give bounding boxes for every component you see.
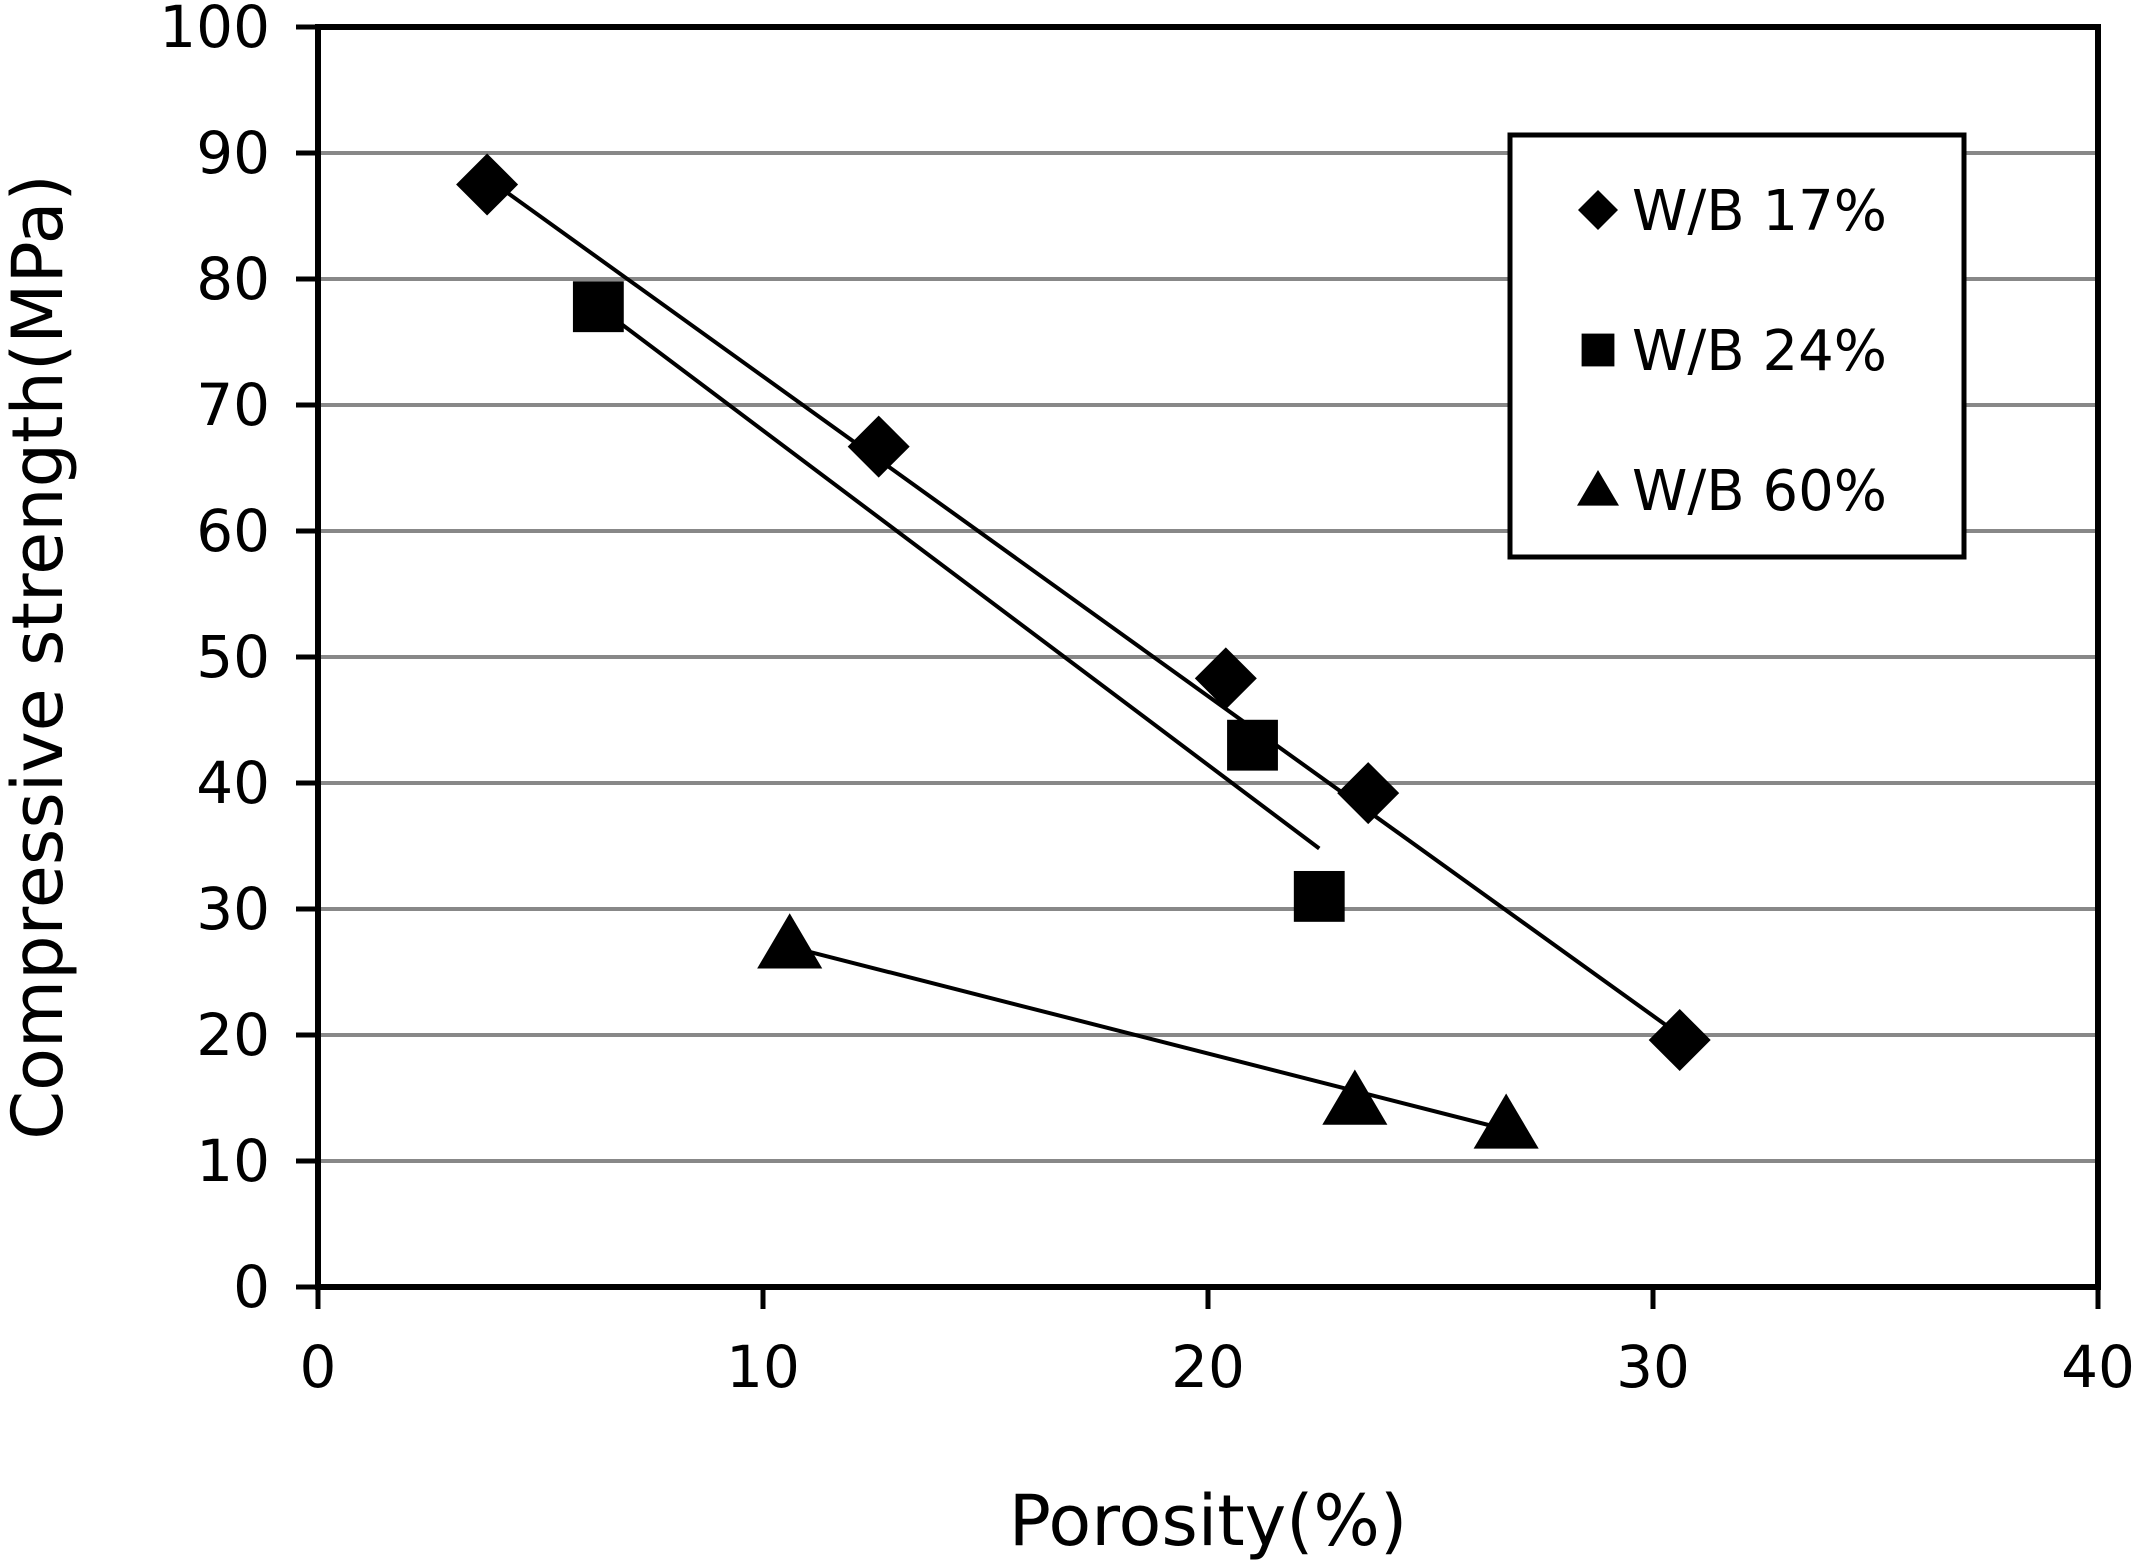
legend-marker-triangle bbox=[1577, 470, 1619, 506]
legend-marker-square bbox=[1581, 333, 1615, 367]
axis-tick-labels: 0 10 20 30 40 50 60 70 80 90 100 0 10 20 30 40 bbox=[159, 0, 2135, 1401]
trendline-square bbox=[597, 305, 1321, 851]
data-point-diamond bbox=[847, 415, 910, 478]
trendline-triangle bbox=[789, 944, 1507, 1132]
y-tick-label: 70 bbox=[196, 371, 270, 439]
trendlines bbox=[485, 176, 1681, 1132]
y-tick-label: 30 bbox=[196, 875, 270, 943]
legend: W/B 17% W/B 24% W/B 60% bbox=[1507, 132, 1967, 560]
y-tick-label: 10 bbox=[196, 1127, 270, 1195]
x-axis-title: Porosity(%) bbox=[1009, 1480, 1408, 1562]
data-point-square bbox=[1293, 870, 1345, 922]
legend-label: W/B 17% bbox=[1632, 179, 1887, 244]
x-tick-label: 40 bbox=[2061, 1333, 2135, 1401]
data-point-triangle bbox=[1473, 1093, 1539, 1149]
y-tick-label: 80 bbox=[196, 245, 270, 313]
x-tick-label: 30 bbox=[1616, 1333, 1690, 1401]
y-tick-label: 60 bbox=[196, 497, 270, 565]
y-tick-label: 100 bbox=[159, 0, 270, 61]
y-tick-label: 20 bbox=[196, 1001, 270, 1069]
data-point-square bbox=[1227, 719, 1278, 771]
y-tick-label: 90 bbox=[196, 119, 270, 187]
axis-ticks bbox=[296, 24, 2101, 1309]
legend-label: W/B 60% bbox=[1632, 459, 1887, 524]
x-tick-label: 10 bbox=[726, 1333, 800, 1401]
data-point-triangle bbox=[757, 913, 823, 969]
legend-label: W/B 24% bbox=[1632, 319, 1887, 384]
legend-marker-diamond bbox=[1578, 190, 1618, 230]
gridlines bbox=[318, 151, 2098, 1163]
data-points bbox=[456, 153, 1711, 1149]
y-tick-label: 50 bbox=[196, 623, 270, 691]
legend-items: W/B 17% W/B 24% W/B 60% bbox=[1577, 179, 1887, 524]
data-point-diamond bbox=[456, 153, 519, 216]
y-axis-title: Compressive strength(MPa) bbox=[0, 174, 79, 1140]
data-point-triangle bbox=[1322, 1069, 1388, 1125]
data-point-diamond bbox=[1648, 1009, 1711, 1072]
data-point-square bbox=[572, 281, 624, 333]
trendline-diamond bbox=[485, 176, 1681, 1037]
y-tick-label: 40 bbox=[196, 749, 270, 817]
data-point-diamond bbox=[1337, 762, 1400, 825]
x-tick-label: 20 bbox=[1171, 1333, 1245, 1401]
y-tick-label: 0 bbox=[233, 1253, 270, 1321]
x-tick-label: 0 bbox=[300, 1333, 337, 1401]
data-point-diamond bbox=[1194, 647, 1257, 710]
